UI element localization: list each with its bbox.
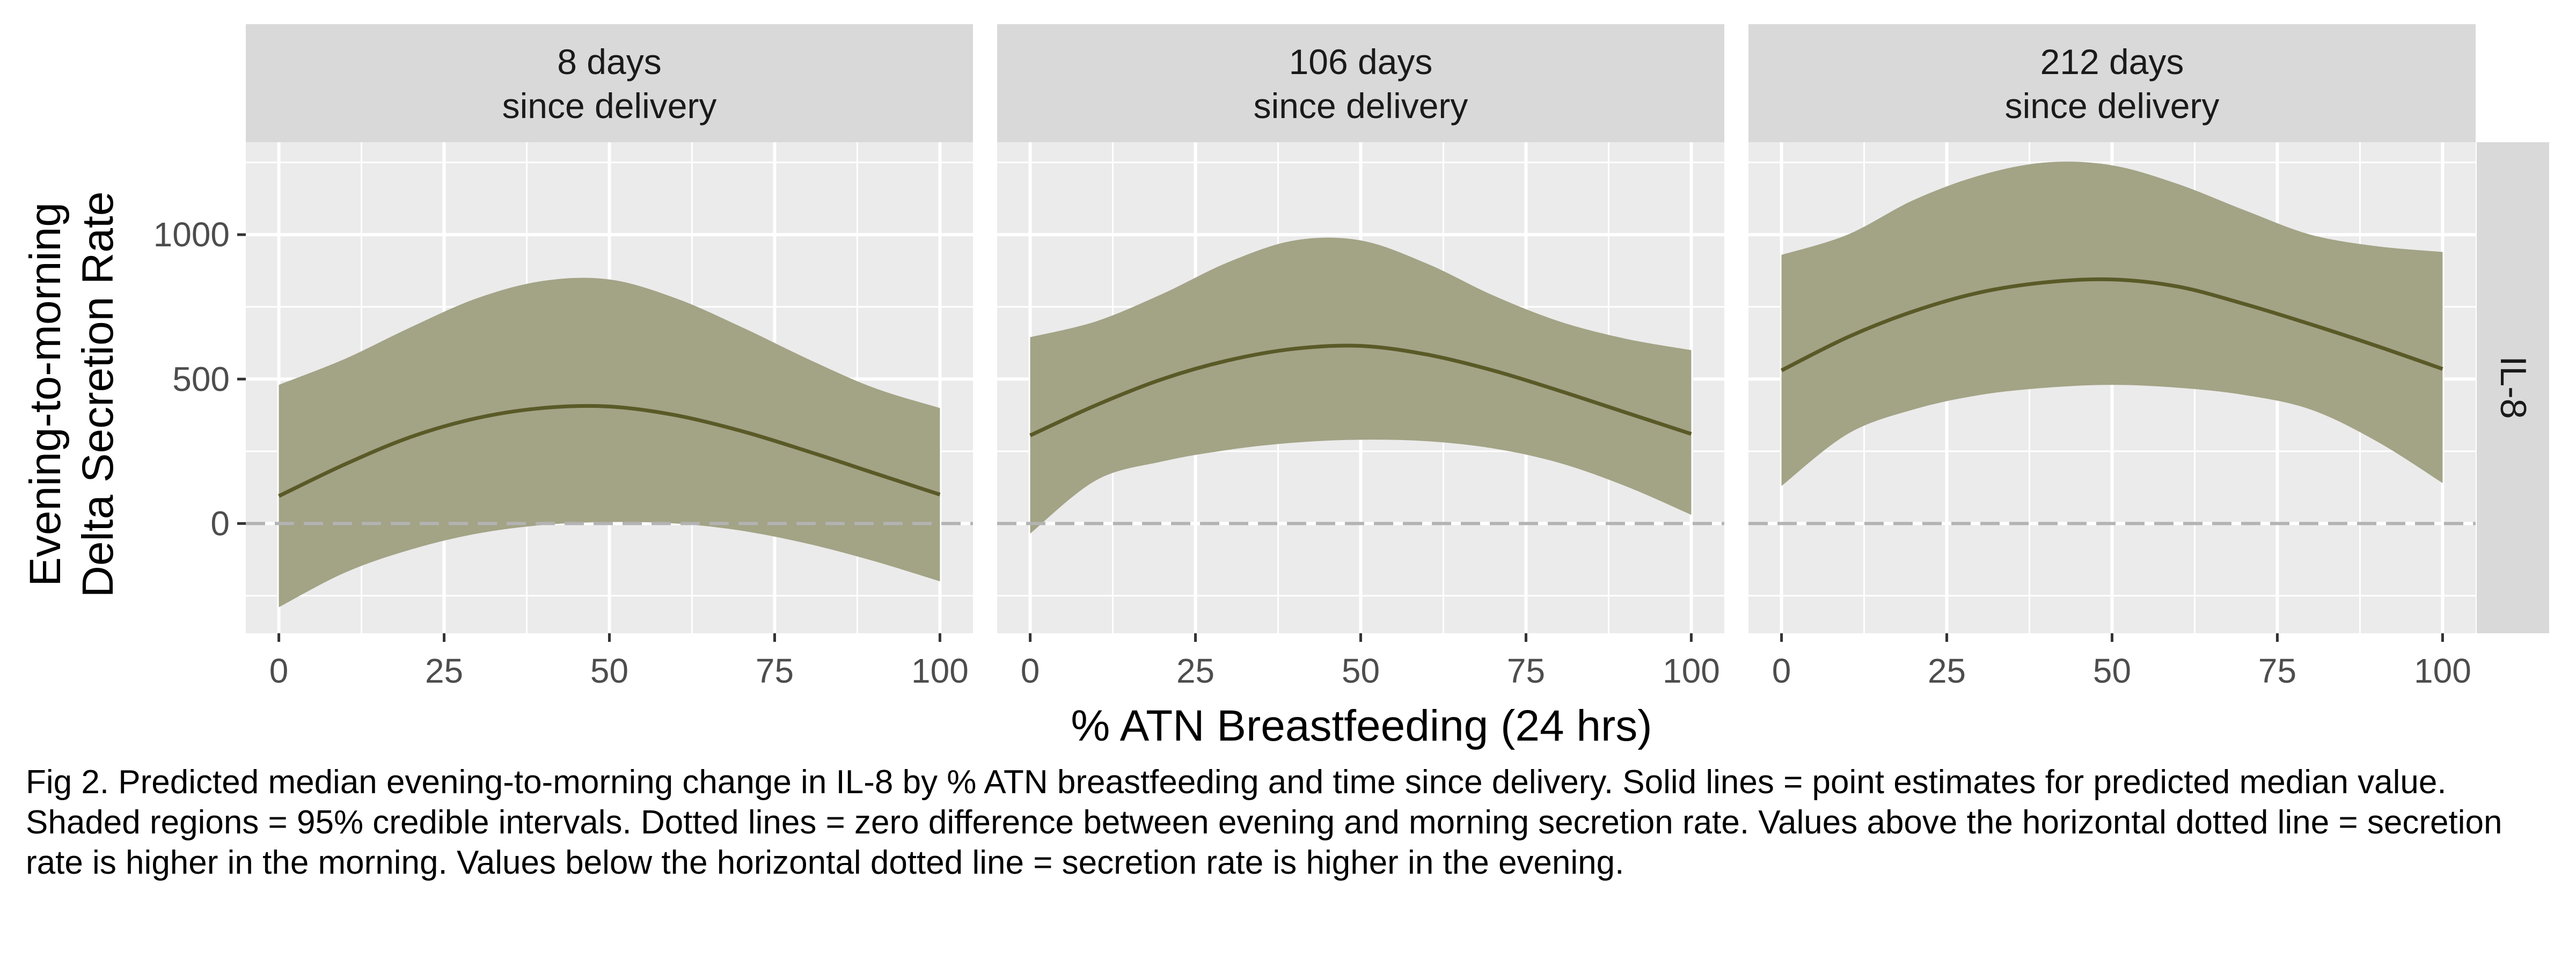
x-tick-label: 0	[269, 652, 289, 690]
median-line	[1781, 277, 2443, 372]
credible-interval-ribbon	[1781, 162, 2443, 486]
facet-strip-label-line2: since delivery	[502, 86, 717, 126]
y-axis: 0 500 1000	[153, 215, 246, 543]
x-tick-label: 100	[1663, 652, 1720, 690]
x-tick-label: 75	[756, 652, 794, 690]
credible-interval-ribbon	[1030, 237, 1692, 534]
y-axis-label-line2: Delta Secretion Rate	[74, 192, 122, 598]
facet-strip	[997, 24, 1724, 142]
median-line	[278, 404, 941, 498]
facet-strip-label-line1: 106 days	[1289, 42, 1433, 82]
facet-strip-label-line1: 212 days	[2040, 42, 2184, 82]
facet-strip-label-line1: 8 days	[557, 42, 661, 82]
y-tick-label: 500	[172, 360, 230, 398]
x-axis-label: % ATN Breastfeeding (24 hrs)	[1071, 701, 1652, 750]
x-tick-label: 50	[590, 652, 628, 690]
x-tick-label: 0	[1021, 652, 1040, 690]
x-tick-label: 25	[1928, 652, 1966, 690]
facet-strip-label-line2: since delivery	[2005, 86, 2220, 126]
x-tick-label: 50	[1342, 652, 1380, 690]
y-tick-label: 0	[210, 504, 230, 543]
x-tick-label: 25	[425, 652, 463, 690]
y-tick-label: 1000	[153, 215, 230, 254]
x-tick-label: 0	[1772, 652, 1791, 690]
row-strip-background	[2477, 142, 2549, 633]
x-tick-label: 100	[911, 652, 969, 690]
x-tick-label: 100	[2414, 652, 2471, 690]
x-tick-label: 25	[1176, 652, 1214, 690]
facet-strip-label-line2: since delivery	[1254, 86, 1468, 126]
x-tick-label: 75	[1507, 652, 1545, 690]
x-tick-label: 75	[2258, 652, 2296, 690]
figure-caption: Fig 2. Predicted median evening-to-morni…	[26, 764, 2502, 881]
x-tick-label: 50	[2093, 652, 2131, 690]
row-strip-label: IL-8	[2493, 356, 2534, 419]
facet-strip	[1748, 24, 2476, 142]
median-line	[1029, 343, 1692, 437]
facet-strip	[246, 24, 973, 142]
y-axis-label-line1: Evening-to-morning	[21, 202, 70, 587]
